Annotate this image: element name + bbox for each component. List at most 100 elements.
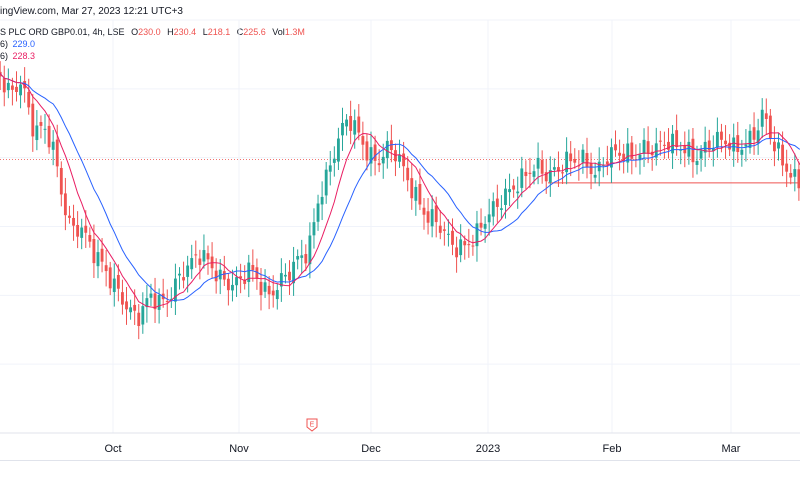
candle-body [483,223,487,229]
candle-body [316,203,320,222]
candle-body [88,235,92,242]
legend-low-value: 218.1 [207,27,231,37]
candle-body [744,144,748,147]
legend-close-value: 225.6 [243,27,266,37]
svg-text:E: E [310,422,315,429]
candle-body [406,167,410,181]
candle-body [157,295,161,310]
candle-body [279,273,283,287]
candle-body [2,78,6,93]
candle-body [194,254,198,256]
candle-body [438,225,442,233]
candle-body [630,142,634,159]
candle-body [618,152,622,156]
x-tick-label: Nov [229,443,249,455]
candle-body [740,149,744,155]
candle-body [267,285,271,295]
legend-ohlc-row: S PLC ORD GBP0.01, 4h, LSE O230.0 H230.4… [0,26,305,38]
legend-ma-fast-row: 6) 229.0 [0,38,305,50]
legend-high-label: H [167,27,174,37]
candle-body [691,138,695,163]
candle-body [573,158,577,163]
top-bar: ingView.com, Mar 27, 2023 12:21 UTC+3 [0,0,800,20]
candle-body [768,115,772,139]
candle-body [373,144,377,161]
candle-body [536,157,540,169]
candle-body [345,119,348,127]
candle-body [259,281,263,296]
candle-body [707,140,711,151]
candle-body [687,141,691,157]
candle-body [198,258,202,265]
candle-body [442,229,446,231]
candle-body [247,262,251,283]
candle-body [43,128,47,130]
legend-symbol: S PLC ORD GBP0.01, 4h, LSE [0,27,125,37]
legend-low-label: L [202,27,208,37]
candle-body [760,109,764,127]
candle-body [222,271,226,280]
candle-body [585,153,589,167]
candle-body [304,254,308,264]
candle-body [178,273,181,276]
ma-fast-line [0,72,800,309]
legend-open-label: O [131,27,139,37]
candle-body [27,91,31,108]
candle-body [487,214,491,223]
candle-body [773,141,776,152]
chart-legend: S PLC ORD GBP0.01, 4h, LSE O230.0 H230.4… [0,26,305,62]
candle-body [182,277,185,281]
candle-body [695,160,699,165]
candle-body [226,278,230,291]
candle-body [263,282,267,292]
candle-body [349,115,353,131]
candle-body [341,122,344,136]
candle-body [31,103,35,137]
candle-body [447,233,450,235]
candle-body [104,265,108,272]
candle-body [491,201,495,217]
candle-body [520,168,524,188]
candle-body [312,222,316,236]
candle-body [202,250,206,262]
candle-body [377,163,381,166]
candle-body [426,211,430,223]
candle-body [414,186,418,201]
candle-body [121,292,124,305]
legend-vol-value: 1.3M [284,27,305,37]
candle-body [116,274,120,289]
candle-body [336,138,340,162]
x-tick-label: 2023 [476,443,500,455]
candle-body [6,82,10,91]
candle-body [239,276,243,279]
candle-body [724,140,727,145]
candle-body [467,244,471,246]
candle-body [797,169,800,189]
legend-open-value: 230.0 [138,27,161,37]
candle-body [141,306,145,325]
candle-body [557,167,560,172]
legend-ma-slow-key: 6) [0,51,9,61]
candle-body [512,185,516,190]
candle-body [55,139,59,167]
candle-body [569,153,573,162]
candle-body [548,170,552,183]
candle-body [149,293,153,298]
candle-body [190,258,194,270]
candle-body [475,223,479,247]
candle-body [777,142,780,149]
candle-body [561,172,564,174]
candle-body [638,154,642,161]
candle-body [80,227,84,238]
candle-body [72,217,75,226]
candle-body [495,198,499,207]
candle-body [186,265,190,277]
legend-high-value: 230.4 [173,27,197,37]
earnings-e-icon[interactable]: E [306,418,318,432]
candle-body [552,167,556,170]
x-tick-label: Mar [722,443,741,455]
candle-body [68,215,71,218]
candle-body [589,163,593,175]
candle-body [764,113,768,119]
